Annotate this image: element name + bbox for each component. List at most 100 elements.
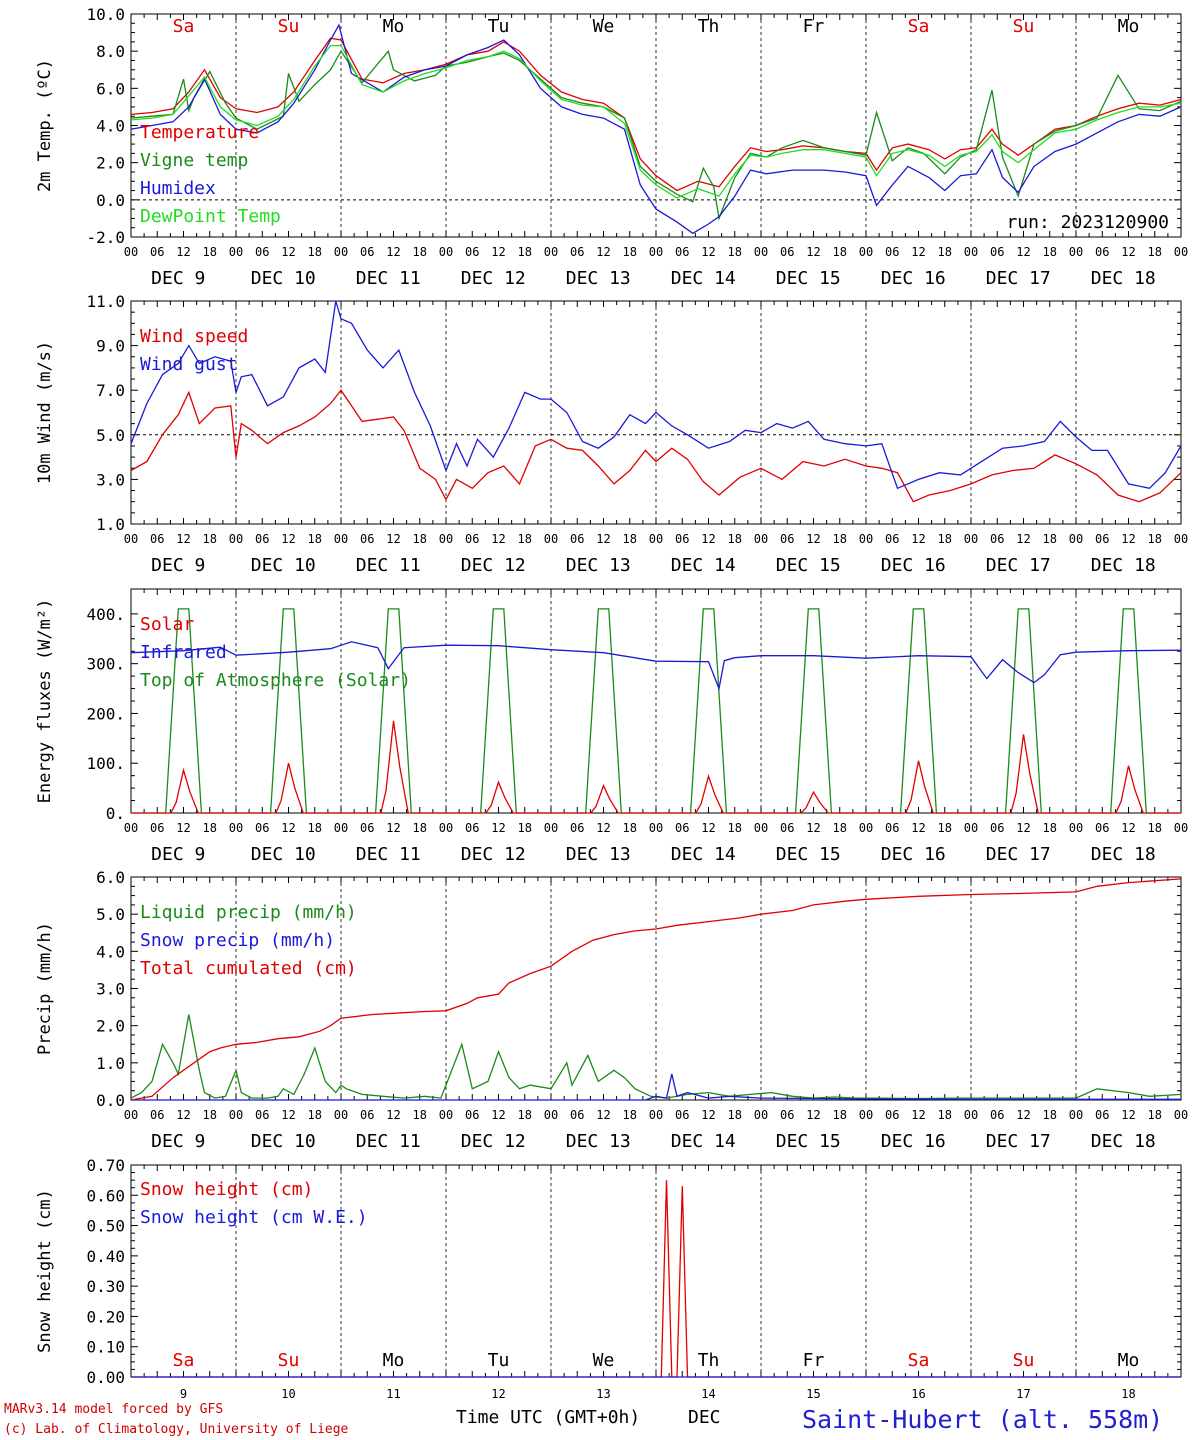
hour-tick-label: 12 [911,821,925,835]
hour-tick-label: 00 [229,245,243,259]
hour-tick-label: 18 [308,532,322,546]
date-label: DEC 18 [1091,844,1156,865]
hour-tick-label: 12 [491,1108,505,1122]
hour-tick-label: 18 [413,1108,427,1122]
hour-tick-label: 06 [150,245,164,259]
hour-tick-label: 18 [1148,532,1162,546]
date-label: DEC 14 [671,555,736,576]
y-tick-label: 0.0 [96,191,125,210]
y-tick-label: 1.0 [96,515,125,534]
day-name: Sa [908,16,930,37]
y-tick-label: 0.20 [86,1307,125,1326]
hour-tick-label: 18 [203,821,217,835]
y-axis-title: Precip (mm/h) [35,922,55,1055]
hour-tick-label: 00 [124,821,138,835]
hour-tick-label: 00 [1174,821,1188,835]
hour-tick-label: 06 [780,245,794,259]
bottom-day-number: 16 [911,1387,925,1401]
bottom-day-number: 14 [701,1387,715,1401]
date-label: DEC 16 [881,844,946,865]
day-name: Mo [383,1350,405,1371]
temperature-line [130,37,1182,192]
hour-tick-label: 00 [754,821,768,835]
y-tick-label: 0. [106,804,125,823]
y-tick-label: 5.0 [96,426,125,445]
legend-entry: Infrared [140,642,227,663]
hour-tick-label: 06 [255,245,269,259]
hour-tick-label: 00 [649,821,663,835]
hour-tick-label: 06 [1095,245,1109,259]
date-label: DEC 13 [566,555,631,576]
hour-tick-label: 12 [911,532,925,546]
hour-tick-label: 18 [728,821,742,835]
hour-tick-label: 18 [728,532,742,546]
hour-tick-label: 18 [203,532,217,546]
bottom-day-number: 15 [806,1387,820,1401]
hour-tick-label: 12 [281,1108,295,1122]
date-label: DEC 16 [881,555,946,576]
date-label: DEC 13 [566,268,631,289]
run-annotation: run: 2023120900 [1006,212,1169,233]
hour-tick-label: 06 [675,532,689,546]
hour-tick-label: 12 [176,1108,190,1122]
hour-tick-label: 06 [360,245,374,259]
hour-tick-label: 00 [649,245,663,259]
hour-tick-label: 18 [203,1108,217,1122]
hour-tick-label: 18 [623,532,637,546]
hour-tick-label: 00 [859,1108,873,1122]
y-tick-label: 0.40 [86,1247,125,1266]
hour-tick-label: 12 [701,245,715,259]
hour-tick-label: 12 [701,821,715,835]
hour-tick-label: 12 [596,532,610,546]
panel-5: 0.00 0.10 0.20 0.30 0.40 0.50 0.60 0.70 Snow hei… [35,1156,1182,1387]
hour-tick-label: 18 [833,532,847,546]
date-label: DEC 15 [776,555,841,576]
y-axis-title: Snow height (cm) [35,1189,55,1353]
hour-tick-label: 06 [465,245,479,259]
y-tick-label: 4.0 [96,942,125,961]
hour-tick-label: 12 [1016,821,1030,835]
hour-tick-label: 00 [649,1108,663,1122]
hour-tick-label: 06 [1095,532,1109,546]
legend-entry: Total cumulated (cm) [140,958,357,979]
hour-tick-label: 12 [1016,245,1030,259]
hour-tick-label: 12 [491,532,505,546]
hour-tick-label: 00 [334,532,348,546]
hour-tick-label: 06 [570,532,584,546]
y-tick-label: 8.0 [96,42,125,61]
hour-tick-label: 12 [1016,1108,1030,1122]
date-label: DEC 15 [776,268,841,289]
day-name: Mo [1118,1350,1140,1371]
hour-tick-label: 06 [675,821,689,835]
day-name: Fr [803,1350,825,1371]
hour-tick-label: 06 [465,532,479,546]
hour-tick-label: 06 [1095,1108,1109,1122]
hour-tick-label: 18 [518,245,532,259]
hour-tick-label: 06 [780,1108,794,1122]
day-name: Fr [803,16,825,37]
legend-entry: Wind speed [140,326,248,347]
hour-tick-label: 06 [150,1108,164,1122]
hour-tick-label: 00 [1069,821,1083,835]
hour-tick-label: 00 [439,245,453,259]
legend-entry: Liquid precip (mm/h) [140,902,357,923]
hour-tick-label: 06 [360,821,374,835]
hour-tick-label: 06 [885,532,899,546]
hour-tick-label: 12 [701,1108,715,1122]
date-label: DEC 9 [151,844,205,865]
hour-tick-label: 12 [911,1108,925,1122]
hour-tick-label: 18 [833,821,847,835]
legend-entry: Solar [140,614,194,635]
hour-tick-label: 18 [518,1108,532,1122]
hour-tick-label: 12 [806,532,820,546]
hour-tick-label: 12 [911,245,925,259]
date-label: DEC 11 [356,268,421,289]
y-tick-label: 9.0 [96,337,125,356]
date-label: DEC 10 [251,268,316,289]
time-axis-title: Time UTC (GMT+0h) [456,1407,640,1428]
dewpoint-temp-line [130,44,1182,199]
solar-line [131,720,1181,814]
time-axis-month: DEC [688,1407,721,1428]
hour-tick-label: 06 [780,821,794,835]
legend-entry: Snow height (cm W.E.) [140,1207,368,1228]
